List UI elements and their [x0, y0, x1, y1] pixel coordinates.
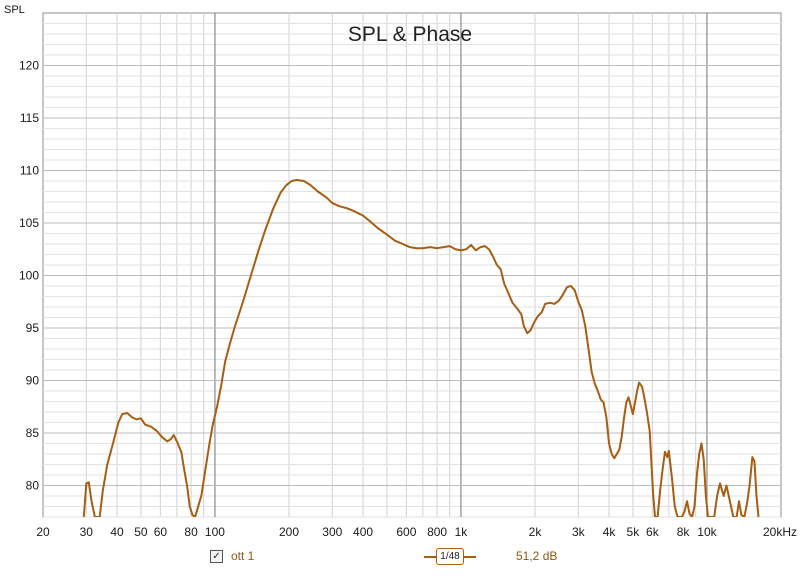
x-tick-label: 80 [184, 525, 198, 539]
x-tick-label: 1k [455, 525, 469, 539]
legend-series-name: ott 1 [231, 549, 255, 563]
y-tick-label: 90 [26, 374, 40, 388]
chart-title: SPL & Phase [348, 23, 472, 46]
x-tick-label: 50 [134, 525, 148, 539]
y-tick-labels: 80 85 90 95 100 105 110 115 120 [19, 59, 39, 493]
y-tick-label: 105 [19, 216, 39, 230]
x-tick-label: 2k [529, 525, 543, 539]
x-tick-label: 5k [627, 525, 641, 539]
x-tick-label: 800 [427, 525, 447, 539]
x-tick-label: 8k [677, 525, 691, 539]
x-tick-labels: 20 30 40 50 60 80 100 200 300 400 600 800 1k 2k 3k 4k 5k… [36, 525, 797, 539]
x-tick-label: 60 [154, 525, 168, 539]
smoothing-label: 1/48 [436, 548, 464, 565]
series-line [82, 178, 760, 517]
x-tick-label: 100 [205, 525, 225, 539]
x-tick-label: 3k [572, 525, 586, 539]
x-tick-label: 4k [603, 525, 617, 539]
y-tick-label: 120 [19, 59, 39, 73]
y-tick-label: 100 [19, 269, 39, 283]
y-tick-label: 115 [20, 111, 39, 125]
legend: ✓ ott 1 1/48 51,2 dB [0, 546, 800, 570]
x-tick-label: 10k [697, 525, 717, 539]
x-tick-label: 400 [353, 525, 373, 539]
x-tick-label: 6k [646, 525, 660, 539]
x-tick-label: 20 [36, 525, 50, 539]
y-axis-label: SPL [4, 4, 25, 16]
major-grid [43, 13, 781, 517]
spl-chart: 20 30 40 50 60 80 100 200 300 400 600 800 1k 2k 3k 4k 5k… [4, 4, 797, 539]
y-tick-label: 95 [26, 321, 40, 335]
x-tick-label: 40 [110, 525, 124, 539]
series-visibility-checkbox[interactable]: ✓ [210, 550, 223, 563]
x-tick-label: 200 [279, 525, 299, 539]
x-tick-label: 300 [322, 525, 342, 539]
x-tick-label: 600 [396, 525, 416, 539]
smoothing-selector[interactable]: 1/48 [424, 548, 476, 565]
series-layer [82, 178, 760, 517]
x-tick-label: 30 [80, 525, 94, 539]
y-tick-label: 80 [26, 479, 40, 493]
x-tick-label: 20kHz [763, 525, 797, 539]
y-tick-label: 110 [20, 164, 39, 178]
y-tick-label: 85 [26, 426, 40, 440]
legend-value: 51,2 dB [516, 549, 558, 563]
